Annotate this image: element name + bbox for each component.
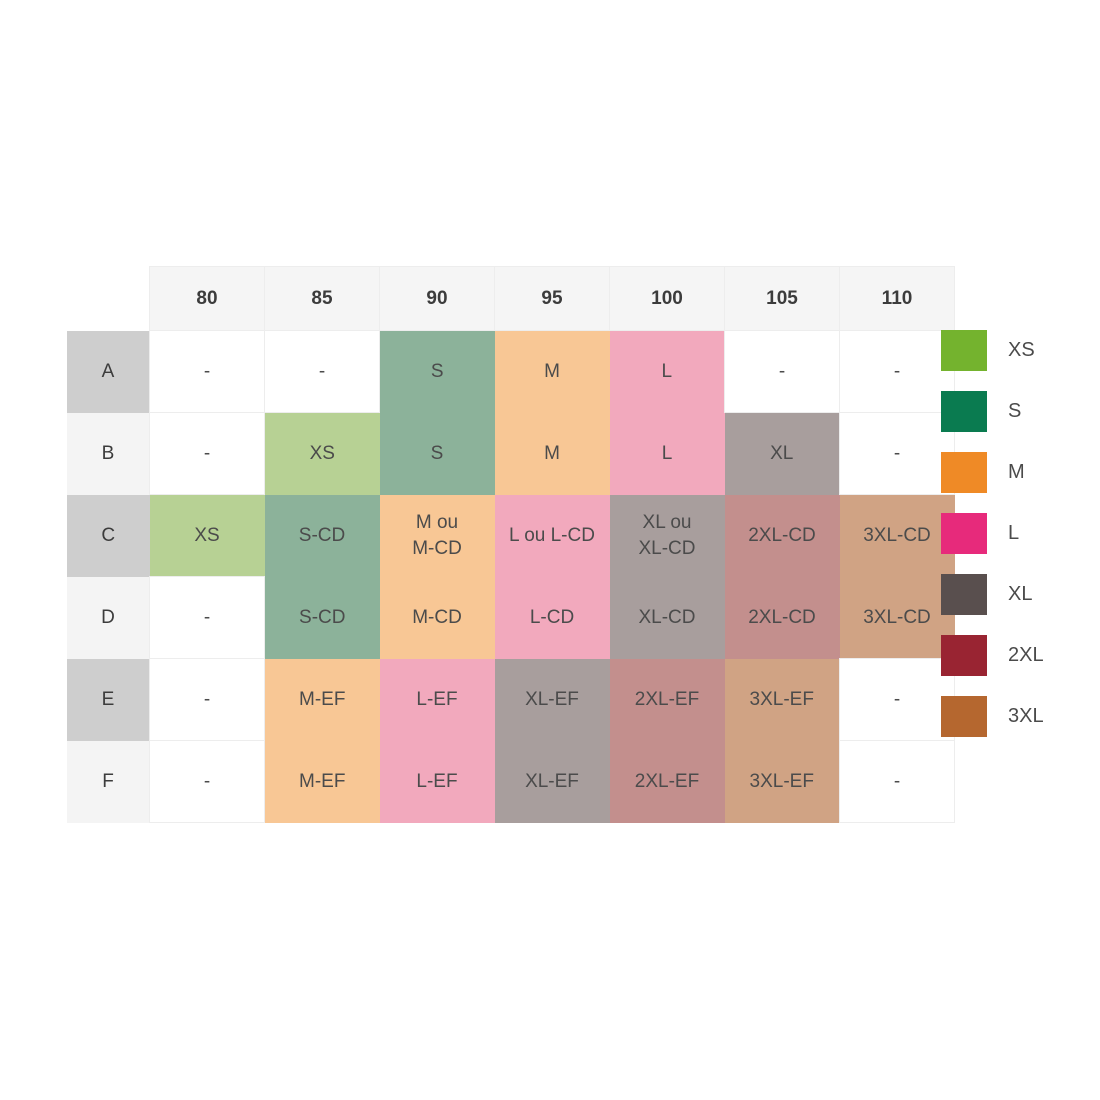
cell-f-95: XL-EF	[494, 740, 610, 823]
col-header-95: 95	[494, 266, 610, 331]
legend-label-m: M	[1008, 461, 1025, 483]
col-header-100: 100	[609, 266, 725, 331]
col-header-85: 85	[264, 266, 380, 331]
row-header-c: C	[67, 494, 150, 577]
cell-a-100: L	[609, 330, 725, 413]
cell-d-80: -	[149, 576, 265, 659]
table-row-f: F - M-EF L-EF XL-EF 2XL-EF 3XL-EF -	[67, 740, 955, 823]
cell-a-85: -	[264, 330, 380, 413]
cell-a-110: -	[839, 330, 955, 413]
legend-swatch-xs	[941, 330, 987, 371]
legend-item-3xl: 3XL	[941, 696, 1044, 737]
col-header-90: 90	[379, 266, 495, 331]
cell-f-100: 2XL-EF	[609, 740, 725, 823]
col-header-110: 110	[839, 266, 955, 331]
cell-d-110: 3XL-CD	[839, 576, 955, 659]
cell-e-110: -	[839, 658, 955, 741]
row-header-a: A	[67, 330, 150, 413]
cell-d-90: M-CD	[379, 576, 495, 659]
row-header-e: E	[67, 658, 150, 741]
legend-swatch-3xl	[941, 696, 987, 737]
cell-c-105: 2XL-CD	[724, 494, 840, 577]
legend-swatch-m	[941, 452, 987, 493]
legend-item-s: S	[941, 391, 1044, 432]
legend-label-3xl: 3XL	[1008, 705, 1044, 727]
table-row-e: E - M-EF L-EF XL-EF 2XL-EF 3XL-EF -	[67, 658, 955, 741]
cell-f-85: M-EF	[264, 740, 380, 823]
cell-d-85: S-CD	[264, 576, 380, 659]
cell-b-95: M	[494, 412, 610, 495]
cell-c-110: 3XL-CD	[839, 494, 955, 577]
legend-swatch-s	[941, 391, 987, 432]
cell-b-85: XS	[264, 412, 380, 495]
cell-c-95: L ou L-CD	[494, 494, 610, 577]
cell-c-85: S-CD	[264, 494, 380, 577]
cell-e-105: 3XL-EF	[724, 658, 840, 741]
cell-f-105: 3XL-EF	[724, 740, 840, 823]
table-row-b: B - XS S M L XL -	[67, 412, 955, 495]
cell-c-90: M ou M-CD	[379, 494, 495, 577]
legend-label-2xl: 2XL	[1008, 644, 1044, 666]
legend-item-xs: XS	[941, 330, 1044, 371]
col-header-105: 105	[724, 266, 840, 331]
legend-item-l: L	[941, 513, 1044, 554]
row-header-f: F	[67, 740, 150, 823]
row-header-d: D	[67, 576, 150, 659]
cell-e-100: 2XL-EF	[609, 658, 725, 741]
legend-label-xl: XL	[1008, 583, 1033, 605]
corner-cell	[67, 266, 150, 331]
legend-swatch-l	[941, 513, 987, 554]
cell-d-95: L-CD	[494, 576, 610, 659]
cell-b-110: -	[839, 412, 955, 495]
cell-f-110: -	[839, 740, 955, 823]
cell-e-95: XL-EF	[494, 658, 610, 741]
size-chart-table: 80 85 90 95 100 105 110 A - - S M L - - B - XS S M L XL - C XS S…	[67, 266, 955, 823]
size-chart-header: 80 85 90 95 100 105 110	[67, 266, 955, 331]
cell-d-105: 2XL-CD	[724, 576, 840, 659]
legend-label-xs: XS	[1008, 339, 1035, 361]
table-row-c: C XS S-CD M ou M-CD L ou L-CD XL ou XL-CD 2XL-…	[67, 494, 955, 577]
legend-label-s: S	[1008, 400, 1022, 422]
cell-e-85: M-EF	[264, 658, 380, 741]
size-legend: XS S M L XL 2XL 3XL	[941, 330, 1044, 757]
cell-b-105: XL	[724, 412, 840, 495]
legend-item-xl: XL	[941, 574, 1044, 615]
cell-a-90: S	[379, 330, 495, 413]
cell-a-80: -	[149, 330, 265, 413]
cell-f-90: L-EF	[379, 740, 495, 823]
cell-b-90: S	[379, 412, 495, 495]
cell-a-105: -	[724, 330, 840, 413]
legend-item-2xl: 2XL	[941, 635, 1044, 676]
legend-swatch-xl	[941, 574, 987, 615]
cell-b-80: -	[149, 412, 265, 495]
cell-e-90: L-EF	[379, 658, 495, 741]
legend-item-m: M	[941, 452, 1044, 493]
cell-e-80: -	[149, 658, 265, 741]
table-row-d: D - S-CD M-CD L-CD XL-CD 2XL-CD 3XL-CD	[67, 576, 955, 659]
cell-f-80: -	[149, 740, 265, 823]
cell-d-100: XL-CD	[609, 576, 725, 659]
row-header-b: B	[67, 412, 150, 495]
cell-c-80: XS	[149, 494, 265, 577]
legend-swatch-2xl	[941, 635, 987, 676]
cell-a-95: M	[494, 330, 610, 413]
cell-b-100: L	[609, 412, 725, 495]
size-chart-body: A - - S M L - - B - XS S M L XL - C XS S-CD M ou M-CD L ou L…	[67, 330, 955, 823]
legend-label-l: L	[1008, 522, 1020, 544]
col-header-80: 80	[149, 266, 265, 331]
cell-c-100: XL ou XL-CD	[609, 494, 725, 577]
